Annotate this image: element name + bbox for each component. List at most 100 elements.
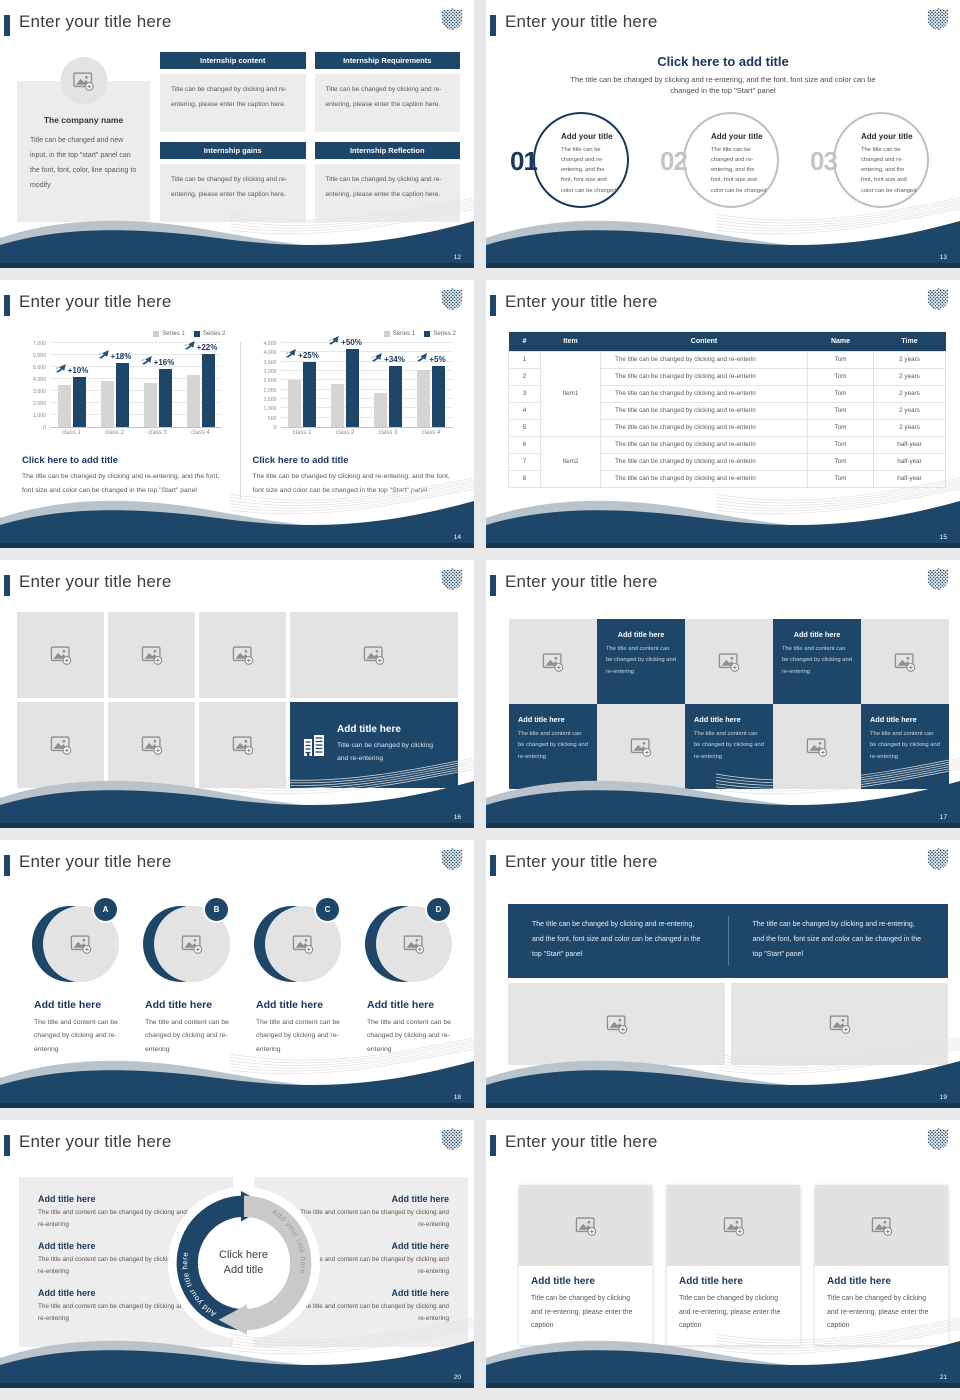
slide-13[interactable]: Enter your title here Click here to add … [486,0,960,268]
bar-series-2 [72,376,86,427]
title-tile[interactable]: Add title here The title and content can… [509,704,597,789]
cycle-item[interactable]: Add title here The title and content can… [299,1241,449,1277]
image-placeholder[interactable] [199,612,286,698]
image-placeholder[interactable] [861,619,949,704]
title-accent-bar [4,15,10,36]
y-axis-tick-label: 4,000 [33,377,46,383]
image-placeholder-icon [73,71,95,91]
slide-16[interactable]: Enter your title here Add title here Tit… [0,560,474,828]
image-placeholder-wide[interactable] [290,612,458,698]
image-placeholder[interactable] [509,619,597,704]
image-placeholder[interactable] [17,612,104,698]
lettered-items-row: A Add title here The title and content c… [30,896,460,1056]
chart-caption-body: The title can be changed by clicking and… [22,473,220,495]
slide-title: Enter your title here [19,572,172,591]
item-d[interactable]: D Add title here The title and content c… [363,896,463,1056]
bar-group: +34% [367,344,410,427]
feature-body: Title can be changed by clicking and re-… [337,742,434,762]
card-body: Title can be changed by clicking and re-… [679,1295,781,1330]
image-placeholder[interactable] [199,702,286,788]
info-box-internship-content[interactable]: Internship content Title can be changed … [160,52,306,132]
cycle-item[interactable]: Add title here The title and content can… [38,1288,188,1324]
cell-name: Tom [807,367,874,386]
step-01[interactable]: 01 Add your title The title can be chang… [510,112,644,212]
slide-18[interactable]: Enter your title here A Add title here T… [0,840,474,1108]
cycle-item[interactable]: Add title here The title and content can… [299,1194,449,1230]
slide-17[interactable]: Enter your title here Add title here The… [486,560,960,828]
legend-label: Series 2 [433,330,456,337]
school-emblem-icon [927,567,949,591]
bar-series-1 [331,384,344,427]
grid-line [280,351,453,353]
legend-label: Series 1 [162,330,185,337]
image-placeholder[interactable] [731,983,948,1065]
grid-line [50,342,222,343]
image-placeholder[interactable] [108,612,195,698]
cell-num: 6 [508,435,541,454]
title-accent-bar [4,855,10,876]
info-box-body: Title can be changed by clicking and re-… [160,164,306,222]
cycle-item[interactable]: Add title here The title and content can… [38,1241,188,1277]
chart-legend: Series 1 Series 2 [251,330,456,337]
item-body: The title and content can be changed by … [38,1256,187,1275]
title-tile[interactable]: Add title here The title and content can… [685,704,773,789]
item-b[interactable]: B Add title here The title and content c… [141,896,241,1056]
legend-swatch-gray [153,330,160,337]
cycle-center-line2: Add title [223,1264,264,1276]
legend-series-1: Series 1 [153,330,185,337]
slide-21[interactable]: Enter your title here Add title here Tit… [486,1120,960,1388]
slide-19[interactable]: Enter your title here The title can be c… [486,840,960,1108]
cell-time: 2 years [873,401,946,420]
slide-header: Enter your title here [0,280,474,326]
legend-series-2: Series 2 [193,330,226,337]
title-tile[interactable]: Add title here The title and content can… [597,619,685,704]
slide-20[interactable]: Enter your title here Add title here The… [0,1120,474,1388]
image-placeholder[interactable] [685,619,773,704]
slide-14[interactable]: Enter your title here Series 1 Series 2 … [0,280,474,548]
info-box-title: Internship Requirements [314,52,460,69]
x-axis-tick-label: class 4 [191,430,210,436]
y-axis-tick-label: 500 [267,415,277,422]
step-title: Add your title [711,132,763,141]
title-tile[interactable]: Add title here The title and content can… [773,619,861,704]
image-placeholder[interactable] [108,702,195,788]
caption-card[interactable]: Add title here Title can be changed by c… [519,1185,652,1345]
image-placeholder[interactable] [597,704,685,789]
company-image-placeholder[interactable] [60,57,107,104]
cycle-item[interactable]: Add title here The title and content can… [38,1194,188,1230]
image-placeholder[interactable] [508,983,725,1065]
cycle-center-text[interactable]: Click here Add title [219,1248,268,1278]
bar-group: +10% [50,344,93,427]
feature-box[interactable]: Add title here Title can be changed by c… [290,702,458,788]
slide-12[interactable]: Enter your title here The company name T… [0,0,474,268]
title-accent-bar [490,575,496,596]
item-a[interactable]: A Add title here The title and content c… [30,896,130,1056]
image-placeholder [815,1185,948,1266]
image-placeholder[interactable] [17,702,104,788]
page-number: 19 [939,1094,947,1101]
image-placeholder[interactable] [773,704,861,789]
slide-15[interactable]: Enter your title here # Item Content Nam… [486,280,960,548]
step-03[interactable]: 03 Add your title The title can be chang… [810,112,944,212]
caption-card[interactable]: Add title here Title can be changed by c… [815,1185,948,1345]
title-accent-bar [4,1135,10,1156]
cycle-item[interactable]: Add title here The title and content can… [299,1288,449,1324]
bar-series-2 [346,348,359,427]
bar-label-text: +50% [341,337,362,347]
bar-label-text: +16% [153,358,175,368]
info-box-internship-reflection[interactable]: Internship Reflection Title can be chang… [314,142,460,222]
info-box-internship-requirements[interactable]: Internship Requirements Title can be cha… [314,52,460,132]
caption-card[interactable]: Add title here Title can be changed by c… [667,1185,800,1345]
image-placeholder-icon [723,1216,745,1236]
step-02[interactable]: 02 Add your title The title can be chang… [660,112,794,212]
band-text-left: The title can be changed by clicking and… [532,921,701,959]
school-emblem-icon [441,567,463,591]
title-tile[interactable]: Add title here The title and content can… [861,704,949,789]
table-row: 6 Item2 The title can be changed by clicki… [508,435,946,488]
page-number: 21 [939,1374,947,1381]
caption-cards-row: Add title here Title can be changed by c… [519,1185,948,1345]
info-box-internship-gains[interactable]: Internship gains Title can be changed by… [160,142,306,222]
bar-value-label: +5% [416,352,446,364]
item-body: The title and content can be changed by … [256,1019,340,1053]
item-c[interactable]: C Add title here The title and content c… [252,896,352,1056]
